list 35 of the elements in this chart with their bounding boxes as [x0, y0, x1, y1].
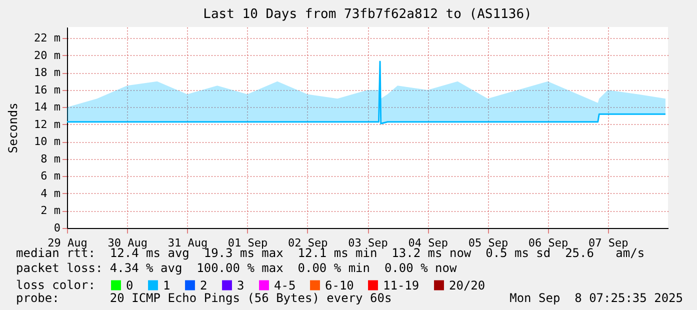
legend-label: 1	[163, 278, 170, 292]
x-tick-label: 03 Sep	[348, 236, 388, 250]
y-axis-title: Seconds	[6, 102, 20, 154]
y-tick-label: 10 m	[34, 135, 61, 148]
legend-label: 20/20	[449, 278, 486, 292]
y-tick-label: 6 m	[40, 170, 61, 183]
x-tick-label: 07 Sep	[588, 236, 628, 250]
text: packet loss: 4.34 % avg 100.00 % max 0.00 % min 0.00 % now	[16, 261, 457, 276]
y-tick-label: 8 m	[40, 152, 61, 166]
legend-label: 4-5	[274, 278, 296, 292]
chart-title: Last 10 Days from 73fb7f62a812 to (AS1136)	[203, 7, 532, 22]
text: Mon Sep 8 07:25:35 2025	[510, 291, 683, 306]
y-tick-label: 2 m	[40, 204, 61, 218]
y-tick-label: 4 m	[40, 186, 61, 200]
text: probe: 20 ICMP Echo Pings (56 Bytes) every 60s	[16, 291, 392, 306]
y-tick-label: 18 m	[34, 66, 61, 80]
legend-title: loss color:	[16, 278, 96, 292]
y-tick-label: 22 m	[34, 32, 61, 45]
x-tick-label: 05 Sep	[468, 236, 508, 250]
x-tick-label: 01 Sep	[228, 236, 268, 250]
legend-label: 11-19	[383, 278, 420, 292]
x-tick-label: 06 Sep	[528, 236, 568, 250]
y-tick-label: 0	[54, 222, 60, 234]
y-tick-label: 12 m	[34, 118, 61, 131]
x-tick-label: 29 Aug	[48, 236, 88, 250]
y-tick-label: 14 m	[34, 100, 61, 114]
legend-label: 6-10	[325, 278, 354, 292]
legend-label: 0	[126, 278, 134, 292]
y-tick-label: 20 m	[34, 48, 61, 62]
x-tick-label: 31 Aug	[168, 236, 208, 250]
x-tick-label: 04 Sep	[408, 236, 448, 250]
legend-label: 3	[237, 278, 244, 292]
legend-label: 2	[200, 278, 208, 292]
y-tick-label: 16 m	[34, 83, 61, 96]
x-tick-label: 02 Sep	[288, 236, 328, 250]
